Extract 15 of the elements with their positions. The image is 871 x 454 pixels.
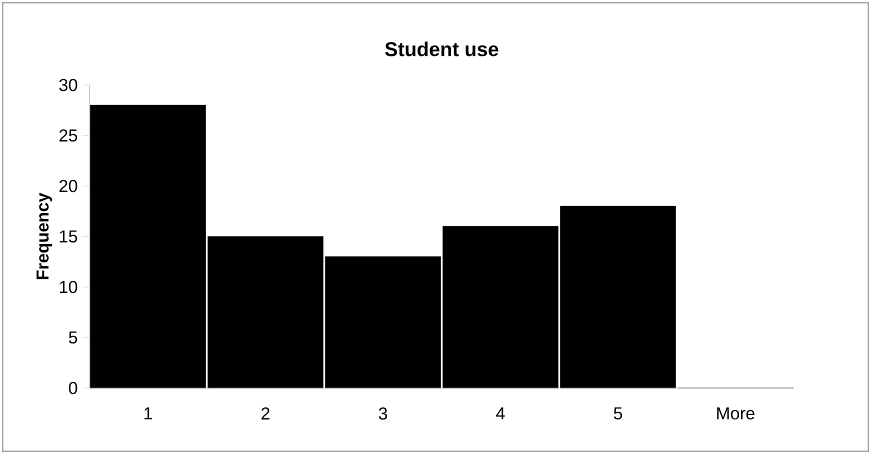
x-tick-label: 5 — [614, 407, 622, 420]
x-tick-label: More — [717, 407, 754, 420]
y-tick-label: 15 — [60, 230, 78, 243]
y-tick-label: 10 — [60, 280, 78, 294]
y-tick-label: 30 — [59, 78, 78, 92]
y-tick-label: 0 — [68, 382, 78, 394]
y-axis-title: Frequency — [36, 192, 52, 280]
y-tick-label: 25 — [59, 129, 78, 142]
chart-title: Student use — [385, 42, 498, 56]
x-tick-label: 1 — [144, 407, 152, 420]
x-tick-label: 2 — [262, 407, 270, 420]
y-tick-label: 5 — [68, 331, 78, 344]
x-tick-label: 4 — [496, 407, 505, 420]
x-tick-label: 3 — [378, 407, 388, 420]
y-tick-label: 20 — [59, 180, 78, 192]
